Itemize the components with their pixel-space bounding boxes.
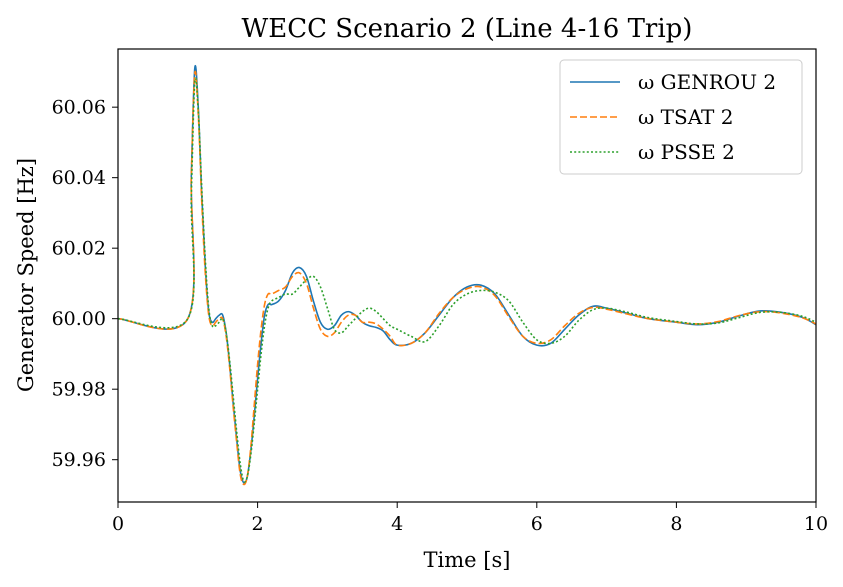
ticks-layer: 0 2 4 6 8 10 59.96 59.98 60.00 60.02 60.04 60.06 [52,97,829,535]
y-axis-label: Generator Speed [Hz] [14,158,38,392]
x-tick-label: 6 [531,513,543,535]
series-layer [118,65,816,486]
x-tick-label: 10 [804,513,828,535]
series-line-1 [118,65,816,484]
x-tick-label: 4 [391,513,403,535]
x-tick-label: 0 [112,513,124,535]
chart-title: WECC Scenario 2 (Line 4-16 Trip) [242,14,693,44]
y-tick-label: 60.00 [52,308,106,330]
y-tick-label: 59.98 [52,379,106,401]
x-tick-label: 8 [670,513,682,535]
legend-label-3: ω PSSE 2 [638,140,735,164]
legend-box [559,59,803,175]
legend-label-1: ω GENROU 2 [638,70,776,94]
y-tick-label: 60.06 [52,97,106,119]
x-tick-label: 2 [252,513,264,535]
series-line-3 [118,77,816,483]
y-tick-label: 60.04 [52,167,106,189]
legend-label-2: ω TSAT 2 [638,105,733,129]
y-tick-label: 59.96 [52,449,106,471]
legend: ω GENROU 2 ω TSAT 2 ω PSSE 2 [559,59,803,175]
y-tick-label: 60.02 [52,238,106,260]
plot-area-frame [117,48,817,503]
x-axis-label: Time [s] [424,548,511,572]
